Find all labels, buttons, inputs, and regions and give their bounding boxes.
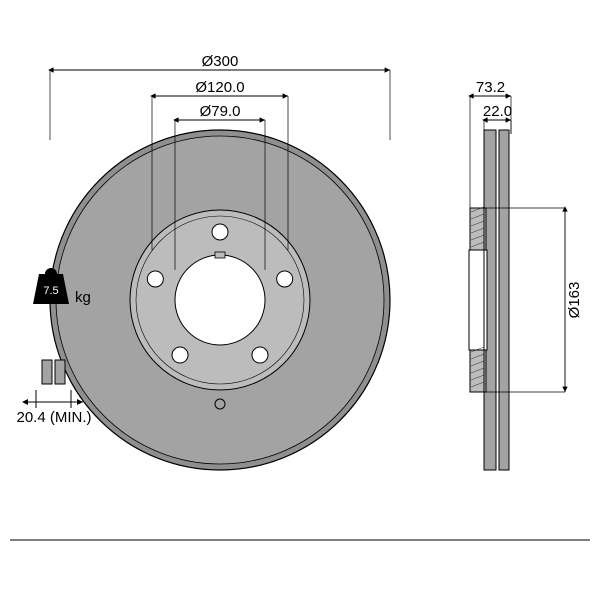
svg-text:20.4 (MIN.): 20.4 (MIN.)	[16, 409, 91, 426]
svg-text:Ø300: Ø300	[202, 53, 239, 70]
svg-text:kg: kg	[75, 289, 91, 306]
svg-text:Ø163: Ø163	[566, 282, 583, 319]
svg-text:Ø120.0: Ø120.0	[195, 79, 244, 96]
side-view	[469, 130, 509, 470]
svg-text:Ø79.0: Ø79.0	[200, 103, 241, 120]
svg-text:7.5: 7.5	[43, 285, 58, 297]
svg-text:73.2: 73.2	[476, 79, 505, 96]
technical-drawing: TEXTAR 7.5kg 20.4 (MIN.) Ø300Ø120.0Ø79.0…	[0, 0, 600, 600]
svg-text:22.0: 22.0	[483, 103, 512, 120]
front-view	[50, 130, 390, 470]
